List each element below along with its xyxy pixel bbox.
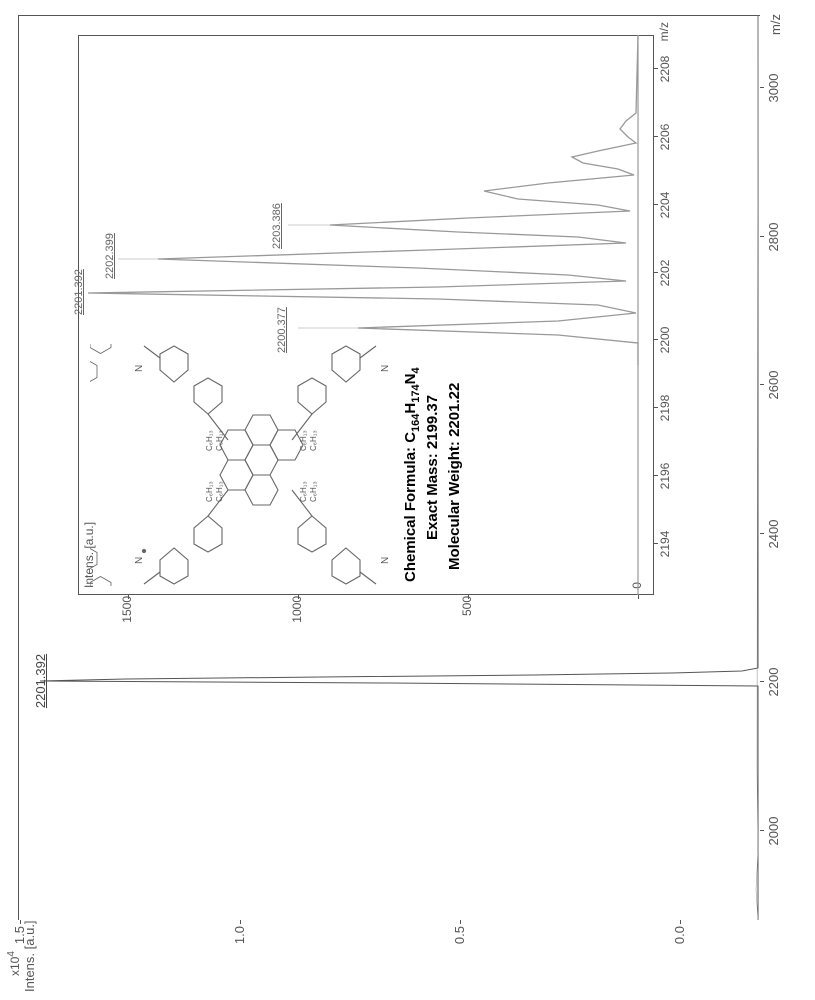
svg-text:N: N: [380, 365, 390, 372]
xtick-mark: [760, 533, 764, 534]
exact-mass-line: Exact Mass: 2199.37: [424, 395, 441, 540]
ytick-mark: [680, 920, 681, 924]
inset-xtick-mark: [654, 136, 658, 137]
ytick-mark: [460, 920, 461, 924]
ytick-mark: [240, 920, 241, 924]
inset-xtick: 2206: [658, 124, 672, 151]
inset-ytick-mark: [128, 595, 129, 599]
svg-text:N: N: [134, 557, 145, 564]
inset-xtick: 2208: [658, 56, 672, 83]
ytick-0p0: 0.0: [672, 926, 687, 952]
xtick-2400: 2400: [766, 520, 781, 549]
ytick-mark: [20, 920, 21, 924]
inset-ytick-1500: 1500: [120, 596, 134, 626]
inset-ytick-mark: [298, 595, 299, 599]
inset-ytick-mark: [468, 595, 469, 599]
inset-xtick: 2200: [658, 327, 672, 354]
xtick-2200: 2200: [766, 668, 781, 697]
inset-peak-label-3: 2203.386: [271, 203, 283, 249]
svg-text:C₆H₁₃: C₆H₁₃: [309, 481, 318, 502]
ytick-1p0: 1.0: [232, 926, 247, 952]
xtick-mark: [760, 681, 764, 682]
svg-text:C₆H₁₃: C₆H₁₃: [205, 481, 214, 502]
svg-text:C₆H₁₃: C₆H₁₃: [205, 430, 214, 451]
inset-xtick-mark: [654, 339, 658, 340]
xtick-mark: [760, 384, 764, 385]
inset-peak-label-2: 2202.399: [104, 233, 116, 279]
inset-xtick-mark: [654, 543, 658, 544]
inset-xtick-mark: [654, 204, 658, 205]
inset-xtick-mark: [654, 68, 658, 69]
chemical-formula-line: Chemical Formula: C164H174N4: [402, 367, 422, 582]
inset-xtick: 2204: [658, 192, 672, 219]
main-yscale: x104: [6, 951, 22, 976]
svg-text:C₆H₁₃: C₆H₁₃: [215, 430, 224, 451]
rotated-spectrum-page: Intens. [a.u.] x104 1.5 1.0 0.5 0.0 2000…: [0, 0, 815, 1000]
xtick-2600: 2600: [766, 371, 781, 400]
inset-ytick-1000: 1000: [290, 596, 304, 626]
svg-text:N: N: [134, 365, 145, 372]
inset-xtick: 2202: [658, 260, 672, 287]
svg-text:C₆H₁₃: C₆H₁₃: [299, 481, 308, 502]
molecular-weight-line: Molecular Weight: 2201.22: [446, 383, 463, 570]
inset-xtick-mark: [654, 272, 658, 273]
inset-xtick: 2194: [658, 531, 672, 558]
inset-xtick-mark: [654, 407, 658, 408]
svg-text:C₆H₁₃: C₆H₁₃: [309, 430, 318, 451]
xtick-mark: [760, 830, 764, 831]
ytick-1p5: 1.5: [12, 926, 27, 952]
inset-peak-label-1: 2201.392: [73, 269, 85, 315]
ytick-0p5: 0.5: [452, 926, 467, 952]
xtick-2000: 2000: [766, 817, 781, 846]
inset-xtick: 2196: [658, 463, 672, 490]
xtick-2800: 2800: [766, 223, 781, 252]
inset-ytick-mark: [638, 595, 639, 599]
inset-xlabel: m/z: [657, 22, 671, 41]
svg-text:N: N: [380, 557, 390, 564]
xtick-3000: 3000: [766, 74, 781, 103]
svg-text:C₆H₁₃: C₆H₁₃: [299, 430, 308, 451]
molecule-structure: C₆H₁₃ C₆H₁₃ C₆H₁₃ C₆H₁₃ C₆H₁₃ C₆H₁₃ C₆H₁…: [90, 344, 390, 586]
inset-ytick-500: 500: [460, 596, 474, 626]
inset-xtick: 2198: [658, 395, 672, 422]
main-xlabel: m/z: [768, 14, 783, 35]
svg-text:C₆H₁₃: C₆H₁₃: [215, 481, 224, 502]
xtick-mark: [760, 236, 764, 237]
xtick-mark: [760, 87, 764, 88]
inset-xtick-mark: [654, 475, 658, 476]
